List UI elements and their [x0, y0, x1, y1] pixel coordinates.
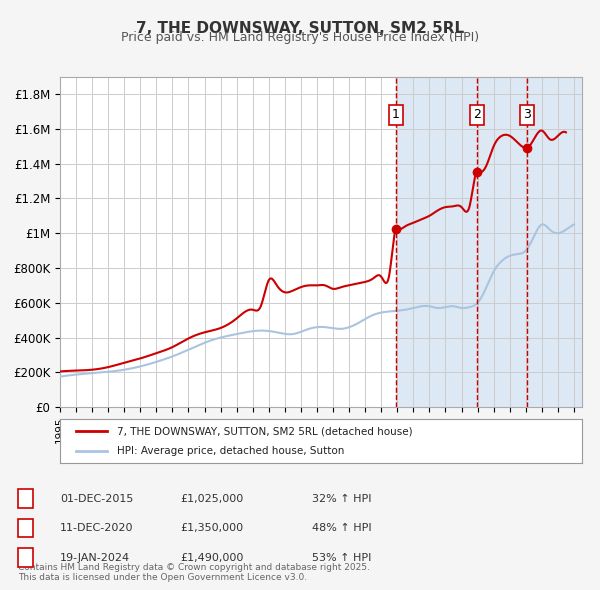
FancyBboxPatch shape	[18, 519, 33, 537]
Text: 2: 2	[22, 523, 29, 533]
Text: 53% ↑ HPI: 53% ↑ HPI	[312, 553, 371, 562]
Text: 1: 1	[22, 494, 29, 503]
Text: 7, THE DOWNSWAY, SUTTON, SM2 5RL: 7, THE DOWNSWAY, SUTTON, SM2 5RL	[136, 21, 464, 35]
Text: £1,490,000: £1,490,000	[180, 553, 244, 562]
Text: Contains HM Land Registry data © Crown copyright and database right 2025.
This d: Contains HM Land Registry data © Crown c…	[18, 563, 370, 582]
Text: 32% ↑ HPI: 32% ↑ HPI	[312, 494, 371, 503]
Text: 11-DEC-2020: 11-DEC-2020	[60, 523, 133, 533]
FancyBboxPatch shape	[18, 548, 33, 567]
Bar	[396, 77, 582, 407]
FancyBboxPatch shape	[18, 489, 33, 508]
Text: £1,350,000: £1,350,000	[180, 523, 243, 533]
Text: 48% ↑ HPI: 48% ↑ HPI	[312, 523, 371, 533]
Text: 3: 3	[22, 553, 29, 562]
Text: 1: 1	[392, 109, 400, 122]
Text: 2: 2	[473, 109, 481, 122]
Text: 7, THE DOWNSWAY, SUTTON, SM2 5RL (detached house): 7, THE DOWNSWAY, SUTTON, SM2 5RL (detach…	[118, 427, 413, 436]
Text: HPI: Average price, detached house, Sutton: HPI: Average price, detached house, Sutt…	[118, 446, 345, 455]
Text: 01-DEC-2015: 01-DEC-2015	[60, 494, 133, 503]
Text: Price paid vs. HM Land Registry's House Price Index (HPI): Price paid vs. HM Land Registry's House …	[121, 31, 479, 44]
Text: 3: 3	[523, 109, 530, 122]
Text: £1,025,000: £1,025,000	[180, 494, 243, 503]
Text: 19-JAN-2024: 19-JAN-2024	[60, 553, 130, 562]
